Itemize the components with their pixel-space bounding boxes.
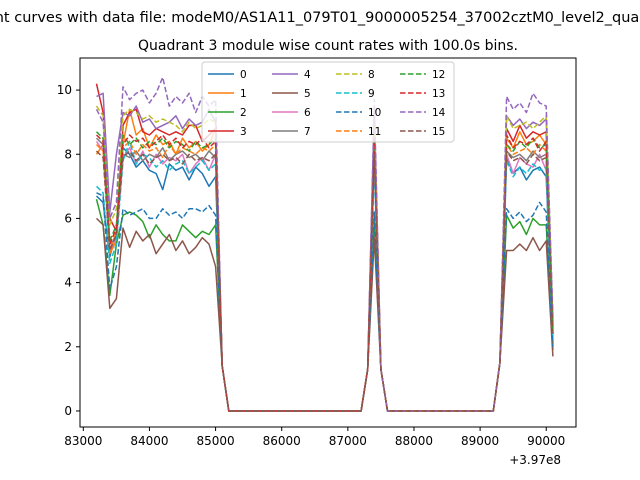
y-tick-label: 4 xyxy=(64,276,72,290)
figure-suptitle: Plotting light curves with data file: mo… xyxy=(0,10,640,26)
legend-label-10: 10 xyxy=(368,107,381,119)
series-line-14 xyxy=(95,76,554,412)
legend-label-5: 5 xyxy=(304,88,311,100)
legend-label-11: 11 xyxy=(368,126,381,138)
y-tick-label: 0 xyxy=(64,404,72,418)
chart-title: Quadrant 3 module wise count rates with … xyxy=(138,38,518,54)
legend-label-15: 15 xyxy=(432,126,445,138)
legend-box xyxy=(201,61,455,143)
legend-label-14: 14 xyxy=(432,107,446,119)
legend-label-4: 4 xyxy=(304,69,311,81)
y-tick-label: 8 xyxy=(64,147,72,161)
y-tick-label: 10 xyxy=(57,83,72,97)
x-tick-label: 83000 xyxy=(64,434,102,448)
legend-label-2: 2 xyxy=(240,107,247,119)
legend-label-12: 12 xyxy=(432,69,445,81)
x-tick-label: 88000 xyxy=(395,434,433,448)
x-offset-text: +3.97e8 xyxy=(509,453,561,467)
y-axis: 0 2 4 6 8 10 xyxy=(57,83,80,418)
x-tick-label: 86000 xyxy=(263,434,301,448)
y-tick-label: 2 xyxy=(64,340,72,354)
series-line-8 xyxy=(95,105,554,412)
x-axis: 83000 84000 85000 86000 87000 88000 89000 90000 xyxy=(64,427,565,448)
x-tick-label: 84000 xyxy=(130,434,168,448)
x-tick-label: 87000 xyxy=(329,434,367,448)
legend-label-0: 0 xyxy=(240,69,247,81)
x-tick-label: 85000 xyxy=(196,434,234,448)
x-tick-label: 89000 xyxy=(461,434,499,448)
axes-frame xyxy=(79,57,577,428)
legend-label-13: 13 xyxy=(432,88,445,100)
plot-area xyxy=(95,76,554,412)
legend-label-6: 6 xyxy=(304,107,311,119)
legend-label-8: 8 xyxy=(368,69,375,81)
legend-label-9: 9 xyxy=(368,88,375,100)
legend-label-3: 3 xyxy=(240,126,247,138)
x-tick-label: 90000 xyxy=(527,434,565,448)
series-line-15 xyxy=(95,150,554,412)
legend-label-7: 7 xyxy=(304,126,311,138)
y-tick-label: 6 xyxy=(64,211,72,225)
legend-label-1: 1 xyxy=(240,88,247,100)
